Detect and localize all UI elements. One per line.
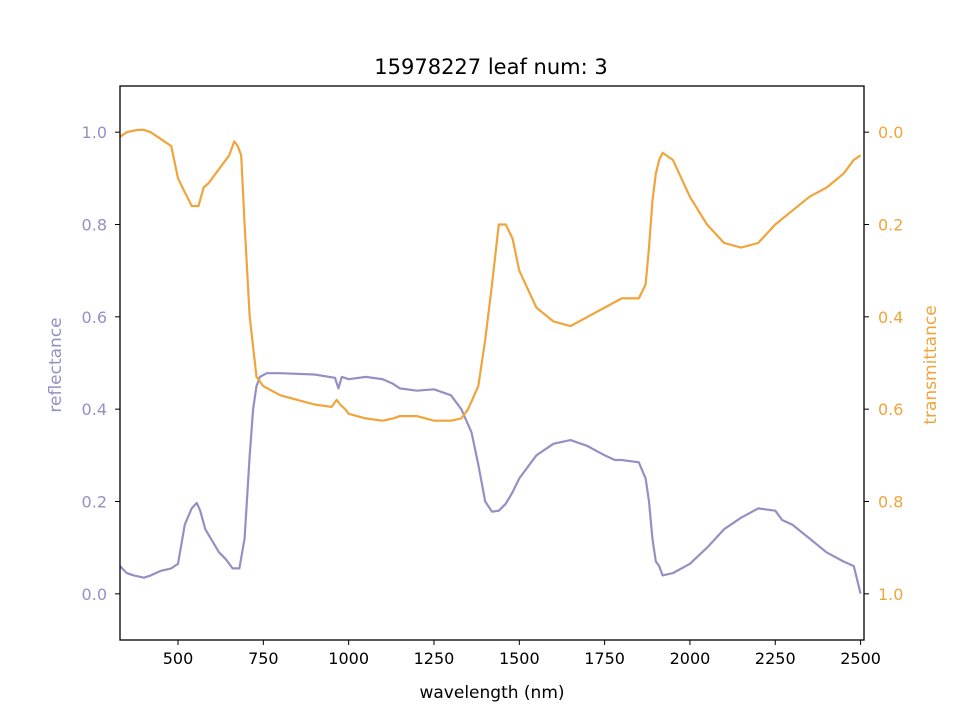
x-axis: 500 750 1000 1250 1500 1750 2000 2250 2500 [163, 640, 881, 668]
right-tick-label: 1.0 [878, 585, 903, 604]
transmittance-line [119, 128, 862, 422]
x-tick-label: 1500 [499, 649, 540, 668]
x-tick-label: 500 [163, 649, 194, 668]
left-tick-label: 0.2 [82, 493, 107, 512]
reflectance-line [119, 372, 862, 595]
x-tick-label: 1250 [414, 649, 455, 668]
left-y-axis-label: reflectance [46, 317, 66, 412]
right-tick-label: 0.8 [878, 493, 903, 512]
chart-title: 15978227 leaf num: 3 [374, 55, 607, 79]
right-tick-label: 0.0 [878, 123, 903, 142]
left-tick-label: 0.8 [82, 216, 107, 235]
x-axis-label: wavelength (nm) [419, 683, 564, 703]
right-tick-label: 0.2 [878, 216, 903, 235]
x-tick-label: 2500 [840, 649, 881, 668]
x-tick-label: 1750 [584, 649, 625, 668]
right-y-axis-label: transmittance [921, 305, 941, 424]
right-tick-label: 0.6 [878, 400, 903, 419]
plot-layer [119, 128, 862, 595]
x-tick-label: 1000 [328, 649, 369, 668]
left-y-axis: 0.0 0.2 0.4 0.6 0.8 1.0 [82, 123, 120, 604]
left-tick-label: 0.4 [82, 400, 107, 419]
x-tick-label: 750 [248, 649, 279, 668]
right-y-axis: 0.0 0.2 0.4 0.6 0.8 1.0 [864, 123, 903, 604]
left-tick-label: 0.6 [82, 308, 107, 327]
left-tick-label: 1.0 [82, 123, 107, 142]
plot-frame [119, 85, 865, 641]
right-tick-label: 0.4 [878, 308, 903, 327]
left-tick-label: 0.0 [82, 585, 107, 604]
x-tick-label: 2000 [670, 649, 711, 668]
x-tick-label: 2250 [755, 649, 796, 668]
